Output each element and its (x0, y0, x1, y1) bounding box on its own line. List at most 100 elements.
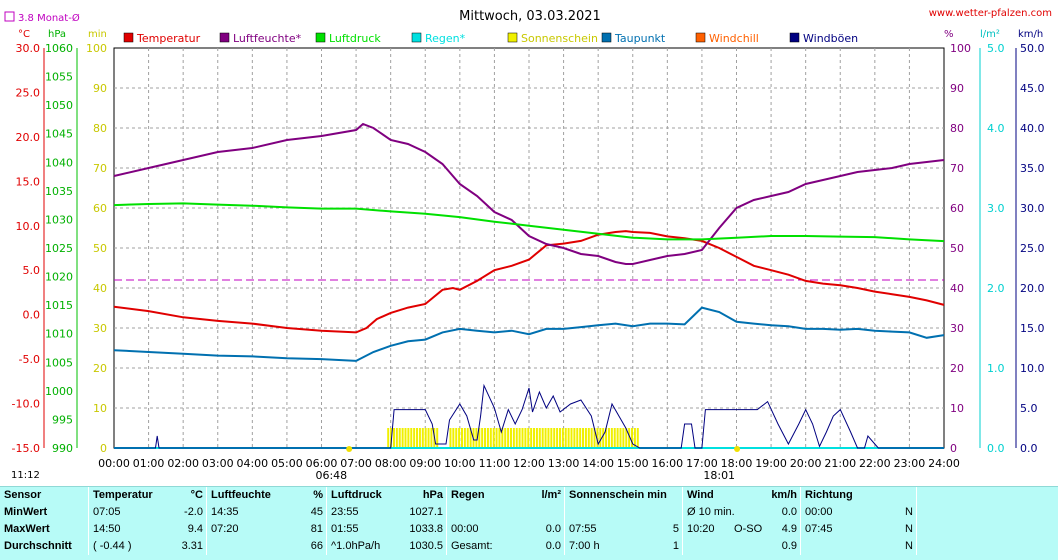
stats-press-avg-trend: ^1.0hPa/h (331, 540, 381, 552)
legend-swatch (789, 32, 800, 43)
sunshine-bar (547, 428, 550, 448)
legend-label: Taupunkt (614, 32, 666, 45)
stats-rain-total-label: Gesamt: (451, 540, 493, 552)
tick-label-time: 14:00 (582, 457, 614, 470)
stats-temp-max-value: 9.4 (187, 523, 203, 535)
sunshine-bar (633, 428, 636, 448)
sunshine-bar (590, 428, 593, 448)
sunshine-bar (567, 428, 570, 448)
stats-press-max: 01:55 1033.8 (326, 521, 446, 538)
stats-header-wind: Wind km/h (682, 487, 800, 504)
sunshine-bar (556, 428, 559, 448)
stats-press-min-time: 23:55 (331, 506, 359, 518)
sunshine-bar (512, 428, 515, 448)
tick-label-time: 01:00 (133, 457, 165, 470)
stats-dir-min-value: N (905, 506, 913, 518)
tick-label-pressure: 1015 (45, 299, 73, 312)
sunshine-bar (387, 428, 390, 448)
sunshine-bar (631, 428, 634, 448)
sunshine-bar (492, 428, 495, 448)
sunset-marker (734, 446, 741, 452)
stats-row-label: Durchschnitt (4, 540, 72, 552)
stats-temp-min: 07:05 -2.0 (88, 504, 206, 521)
tick-label-time: 23:00 (894, 457, 926, 470)
tick-label-sunshine: 50 (93, 242, 107, 255)
sunshine-bar (610, 428, 613, 448)
tick-label-sunshine: 70 (93, 162, 107, 175)
legend-label: Sonnenschein (521, 32, 598, 45)
sunshine-bar (452, 428, 455, 448)
chart-legend: Temperatur Luftfeuchte* Luftdruck Regen* Son… (123, 32, 858, 45)
legend-swatch (123, 32, 134, 43)
tick-label-rain: 2.0 (987, 282, 1005, 295)
tick-label-time: 09:00 (409, 457, 441, 470)
stats-wind-max-value: 4.9 (781, 523, 797, 535)
stats-header-hum-label: Luftfeuchte (211, 489, 271, 501)
sunshine-bar (424, 428, 427, 448)
tick-label-temperature: -15.0 (12, 442, 40, 455)
rain-average-swatch (4, 11, 15, 22)
stats-dir-max-time: 07:45 (805, 523, 833, 535)
stats-hum-max: 07:20 81 (206, 521, 326, 538)
sunshine-bar (628, 428, 631, 448)
sunshine-bar (458, 428, 461, 448)
tick-label-wind: 10.0 (1020, 362, 1045, 375)
tick-label-humidity: 10 (950, 402, 964, 415)
stats-rain-max-time: 00:00 (451, 523, 479, 535)
sunshine-bar (596, 428, 599, 448)
stats-empty (916, 521, 1058, 538)
website-link[interactable]: www.wetter-pfalzen.com (929, 8, 1052, 19)
tick-label-wind: 30.0 (1020, 202, 1045, 215)
stats-dir-max: 07:45 N (800, 521, 916, 538)
tick-label-pressure: 1010 (45, 328, 73, 341)
tick-label-sunshine: 80 (93, 122, 107, 135)
axes: 30.0 25.0 20.0 15.0 10.0 5.0 0.0 -5.0 -10.0 -15.0… (12, 42, 1045, 482)
stats-row-label: MaxWert (4, 523, 50, 535)
stats-dir-avg: N (800, 538, 916, 555)
sunshine-bar (579, 428, 582, 448)
stats-header-hum-unit: % (313, 489, 323, 501)
tick-label-rain: 4.0 (987, 122, 1005, 135)
stats-row-label: MinWert (4, 506, 48, 518)
stats-header-press: Luftdruck hPa (326, 487, 446, 504)
sunshine-bar (607, 428, 610, 448)
stats-hum-min: 14:35 45 (206, 504, 326, 521)
tick-label-rain: 1.0 (987, 362, 1005, 375)
sunshine-bar (530, 428, 533, 448)
sunshine-bar (515, 428, 518, 448)
tick-label-time: 10:00 (444, 457, 476, 470)
sunshine-bar (561, 428, 564, 448)
stats-sun-max-value: 5 (672, 523, 679, 535)
sunshine-bar (436, 428, 439, 448)
sunshine-bar (509, 428, 512, 448)
stats-hum-avg: 66 (206, 538, 326, 555)
sunshine-bar (410, 428, 413, 448)
tick-label-humidity: 80 (950, 122, 964, 135)
tick-label-time: 06:00 (306, 457, 338, 470)
rain-average-text: 3.8 Monat-Ø (18, 12, 80, 24)
sunshine-bar (613, 428, 616, 448)
tick-label-time: 12:00 (513, 457, 545, 470)
stats-wind-min: Ø 10 min. 0.0 (682, 504, 800, 521)
sunshine-bar (421, 428, 424, 448)
sunshine-bar (570, 428, 573, 448)
stats-press-min: 23:55 1027.1 (326, 504, 446, 521)
tick-label-time: 18:00 (721, 457, 753, 470)
tick-label-pressure: 1035 (45, 185, 73, 198)
sunshine-bar (460, 428, 463, 448)
legend-swatch (315, 32, 326, 43)
sunshine-bar (418, 428, 421, 448)
sunshine-bar (498, 428, 501, 448)
tick-label-pressure: 1055 (45, 71, 73, 84)
unit-wind: km/h (1018, 29, 1043, 40)
stats-header-wind-unit: km/h (771, 489, 797, 501)
sunshine-bar (501, 428, 504, 448)
stats-hum-min-time: 14:35 (211, 506, 239, 518)
sunshine-bar (392, 428, 395, 448)
stats-wind-min-label: Ø 10 min. (687, 506, 735, 518)
stats-sun-max: 07:55 5 (564, 521, 682, 538)
tick-label-pressure: 990 (52, 442, 73, 455)
tick-label-time: 11:00 (479, 457, 511, 470)
stats-dir-min-time: 00:00 (805, 506, 833, 518)
sunshine-bar (395, 428, 398, 448)
